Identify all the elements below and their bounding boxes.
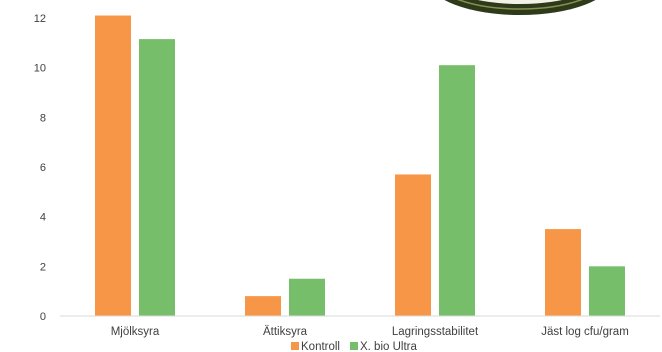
- bar: [95, 15, 131, 317]
- bar: [545, 229, 581, 316]
- bar: [139, 39, 175, 316]
- bar: [395, 174, 431, 316]
- category-label: Ättiksyra: [263, 326, 308, 338]
- y-tick-label: 12: [34, 13, 46, 25]
- bars: [95, 15, 625, 317]
- y-tick-label: 4: [40, 212, 46, 224]
- legend-label: X. bio Ultra: [360, 341, 417, 352]
- bar: [439, 65, 475, 316]
- y-tick-label: 2: [40, 261, 46, 273]
- y-axis-ticks: 0 2 4 6 8 10 12: [34, 13, 46, 323]
- category-label: Lagringsstabilitet: [392, 326, 479, 338]
- legend: Kontroll X. bio Ultra: [291, 341, 417, 352]
- category-labels: Mjölksyra Ättiksyra Lagringsstabilitet Jäst…: [111, 326, 629, 338]
- category-label: Mjölksyra: [111, 326, 160, 338]
- legend-label: Kontroll: [301, 341, 340, 352]
- y-tick-label: 10: [34, 63, 46, 75]
- bar: [589, 266, 625, 316]
- y-tick-label: 6: [40, 162, 46, 174]
- category-label: Jäst log cfu/gram: [541, 326, 629, 338]
- logo-badge: [444, 0, 596, 15]
- legend-swatch: [350, 342, 358, 350]
- y-tick-label: 8: [40, 112, 46, 124]
- legend-swatch: [291, 342, 299, 350]
- y-tick-label: 0: [40, 311, 46, 323]
- bar: [289, 278, 325, 316]
- bar: [245, 296, 281, 316]
